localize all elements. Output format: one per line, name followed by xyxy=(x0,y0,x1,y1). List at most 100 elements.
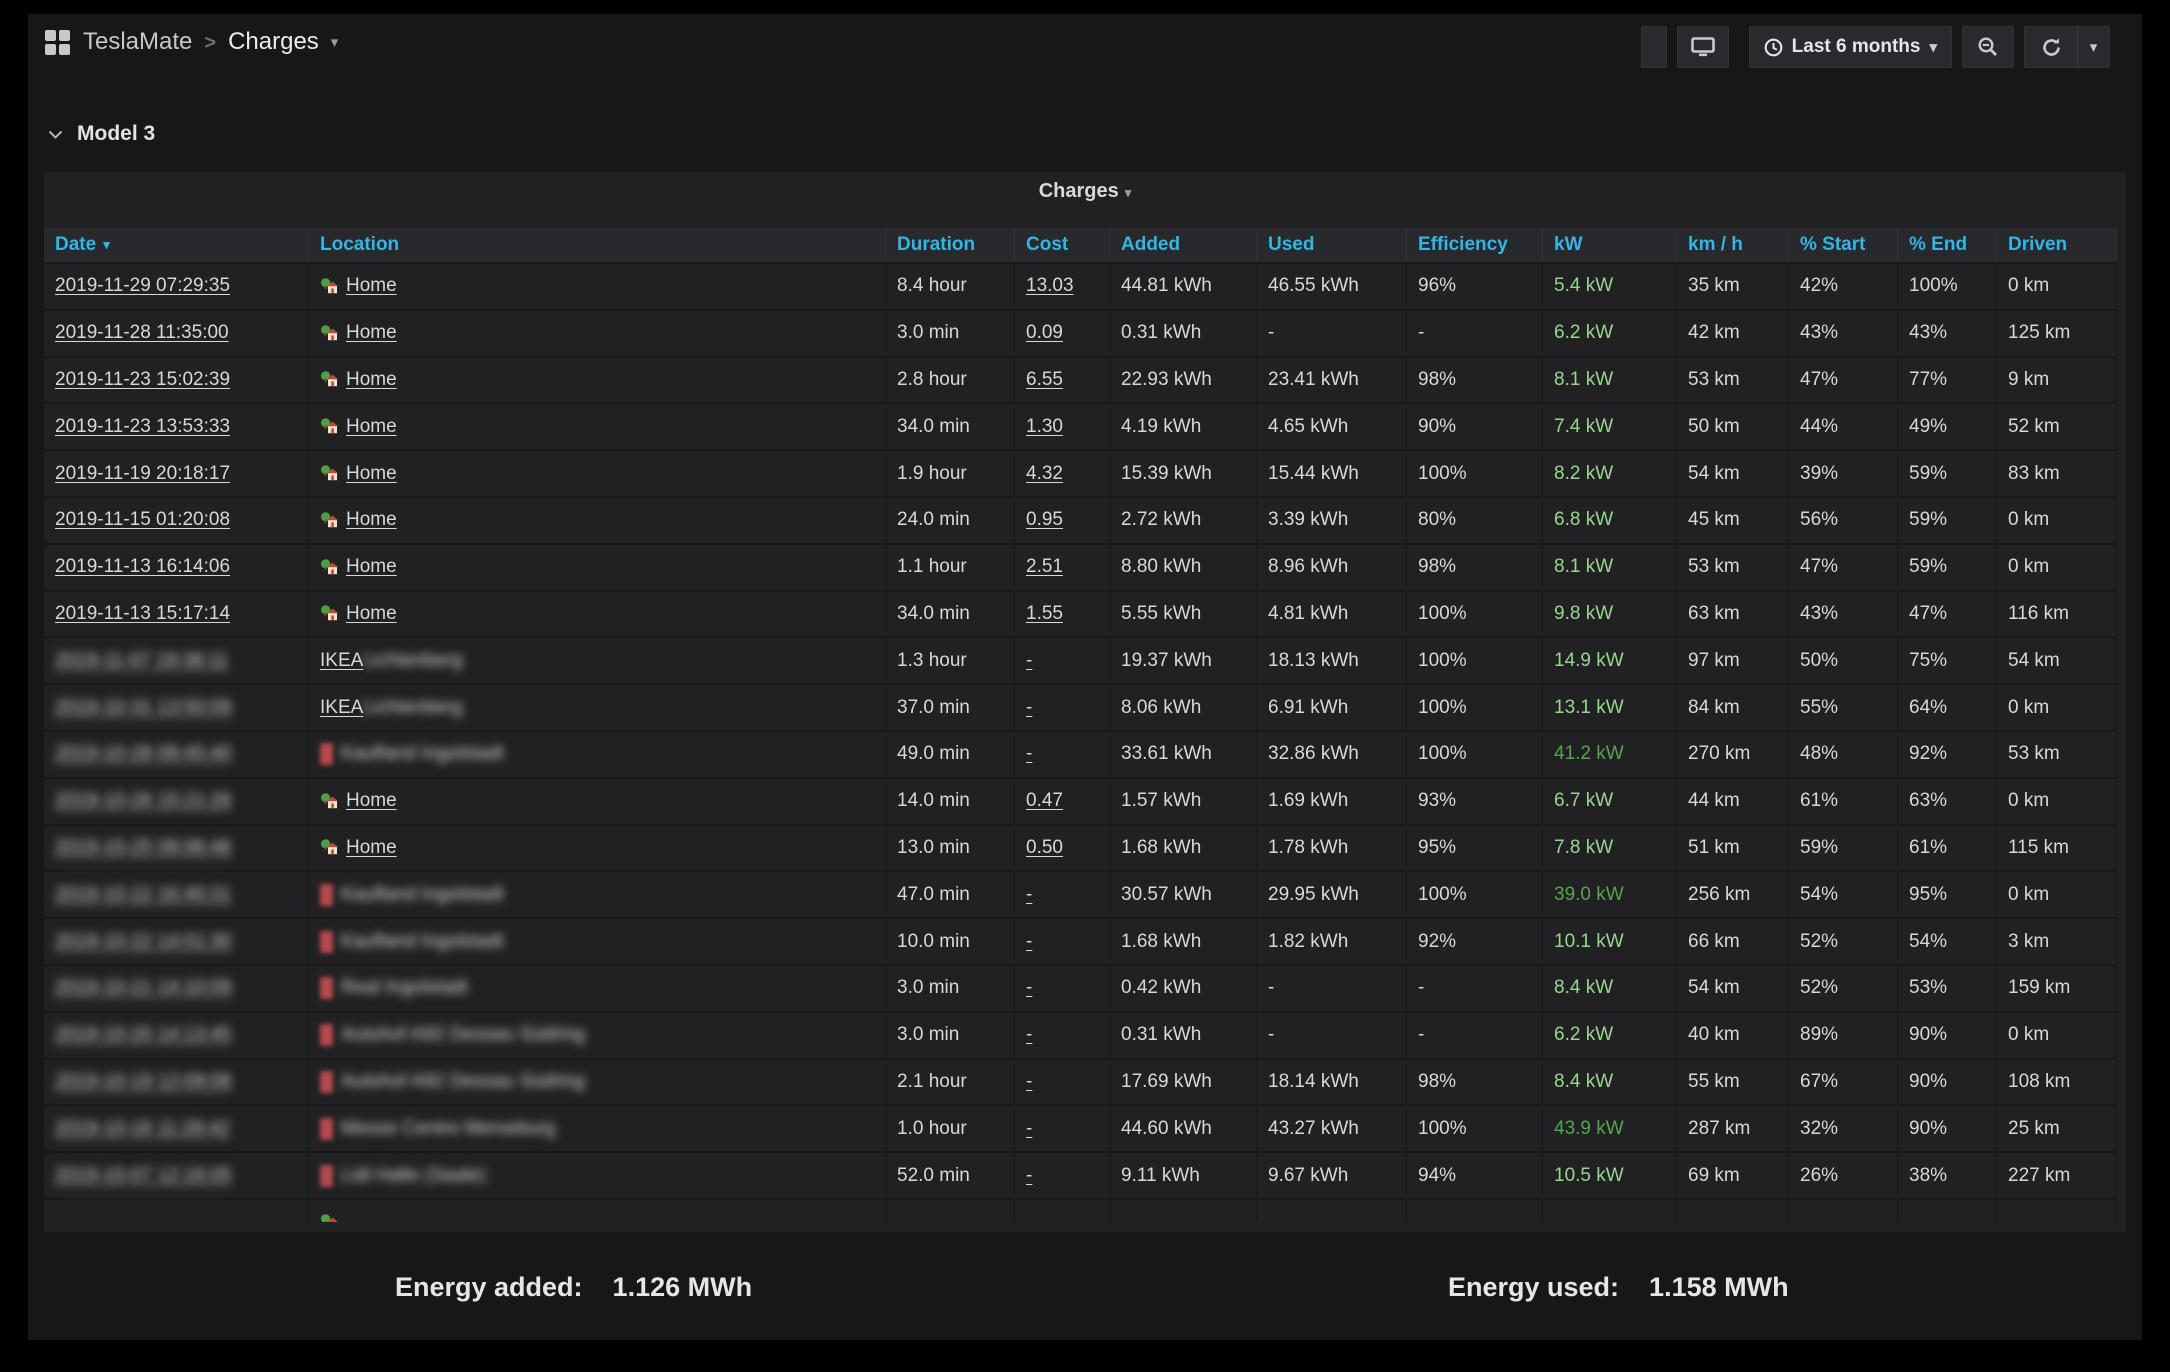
cost-link[interactable]: 13.03 xyxy=(1026,275,1074,297)
cell-used: 3.39 kWh xyxy=(1257,497,1407,543)
charge-date-link[interactable]: 2019-11-13 15:17:14 xyxy=(55,602,231,624)
refresh-interval-button[interactable]: ▾ xyxy=(2077,26,2109,68)
tv-view-button[interactable] xyxy=(1676,26,1729,68)
cell-driven: 52 km xyxy=(1997,404,2117,450)
location-link[interactable]: Home xyxy=(346,602,397,624)
column-header-location[interactable]: Location xyxy=(309,228,886,262)
cost-link[interactable]: - xyxy=(1026,1070,1033,1092)
cost-link[interactable]: 2.51 xyxy=(1026,556,1063,578)
column-header-start[interactable]: % Start xyxy=(1789,228,1898,262)
cell-duration: 8.4 hour xyxy=(886,264,1015,309)
column-header-kmh[interactable]: km / h xyxy=(1677,228,1789,262)
location-link[interactable]: Home xyxy=(346,556,397,578)
dashboards-grid-icon[interactable] xyxy=(44,29,71,56)
zoom-out-button[interactable] xyxy=(1962,26,2014,68)
cell-added: 44.81 kWh xyxy=(1110,264,1257,309)
kw-value: 43.9 kW xyxy=(1554,1117,1624,1139)
cost-link[interactable]: 6.55 xyxy=(1026,368,1063,390)
charge-date-link[interactable]: 2019-10-21 14:10:09 xyxy=(55,977,232,999)
cost-link[interactable]: 4.32 xyxy=(1026,462,1063,484)
cost-link[interactable]: 0.50 xyxy=(1026,836,1063,858)
cell-efficiency: 100% xyxy=(1407,872,1543,918)
cost-link[interactable]: - xyxy=(1026,649,1033,671)
cell-added: 0.42 kWh xyxy=(1110,965,1257,1011)
dashboard-row-header[interactable]: Model 3 xyxy=(48,122,155,146)
location-link[interactable]: IKEA xyxy=(320,696,364,718)
cost-link[interactable]: - xyxy=(1026,1117,1033,1139)
charge-date-link[interactable]: 2019-10-16 11:28:42 xyxy=(55,1117,231,1139)
charge-date-link[interactable]: 2019-11-29 07:29:35 xyxy=(55,275,231,297)
cell-added: 1.57 kWh xyxy=(1110,778,1257,824)
cost-link[interactable]: 1.55 xyxy=(1026,602,1063,624)
column-header-used[interactable]: Used xyxy=(1257,228,1407,262)
cost-link[interactable]: - xyxy=(1026,977,1033,999)
charge-date-link[interactable]: 2019-11-15 01:20:08 xyxy=(55,509,231,531)
location-link[interactable]: Home xyxy=(346,790,397,812)
charge-date-link[interactable]: 2019-10-22 16:40:31 xyxy=(55,883,232,905)
cost-link[interactable]: - xyxy=(1026,743,1033,765)
cell-added: 5.55 kWh xyxy=(1110,591,1257,637)
charge-date-link[interactable]: 2019-11-13 16:14:06 xyxy=(55,556,231,578)
kw-value: 8.1 kW xyxy=(1554,556,1614,578)
location-link[interactable]: Home xyxy=(346,462,397,484)
cell-start: 55% xyxy=(1789,685,1898,730)
charge-date-link[interactable]: 2019-11-23 15:02:39 xyxy=(55,368,231,390)
cell-kmh: 84 km xyxy=(1677,685,1789,730)
charge-date-link[interactable]: 2019-10-22 14:01:30 xyxy=(55,930,232,952)
cost-link[interactable]: - xyxy=(1026,696,1033,718)
charge-date-link[interactable]: 2019-11-28 11:35:00 xyxy=(55,322,229,344)
location-link[interactable]: Home xyxy=(346,275,397,297)
cell-efficiency: 98% xyxy=(1407,544,1543,590)
cell-driven: 9 km xyxy=(1997,357,2117,403)
cell-driven: 0 km xyxy=(1997,544,2117,590)
charge-date-link[interactable]: 2019-10-19 12:09:08 xyxy=(55,1070,232,1092)
cell-start xyxy=(1789,1199,1898,1222)
cost-link[interactable]: - xyxy=(1026,883,1033,905)
location-link[interactable]: Home xyxy=(346,322,397,344)
column-header-driven[interactable]: Driven xyxy=(1997,228,2117,262)
charge-date-link[interactable]: 2019-11-07 19:38:11 xyxy=(55,649,229,671)
cost-link[interactable]: - xyxy=(1026,1164,1033,1186)
column-header-added[interactable]: Added xyxy=(1110,228,1257,262)
location-link[interactable]: Home xyxy=(346,415,397,437)
cell-date: 2019-11-28 11:35:00 xyxy=(44,310,309,356)
location-pin-icon xyxy=(320,1117,333,1140)
panel-title[interactable]: Charges ▾ xyxy=(1038,180,1132,202)
location-link[interactable]: Home xyxy=(346,836,397,858)
table-row xyxy=(44,1199,2117,1222)
column-header-cost[interactable]: Cost xyxy=(1015,228,1110,262)
chevron-down-icon[interactable]: ▾ xyxy=(330,34,339,51)
breadcrumb-page[interactable]: Charges xyxy=(228,28,319,55)
cost-link[interactable]: 0.95 xyxy=(1026,509,1063,531)
charge-date-link[interactable]: 2019-10-07 12:16:05 xyxy=(55,1164,232,1186)
column-header-kw[interactable]: kW xyxy=(1543,228,1677,262)
column-header-efficiency[interactable]: Efficiency xyxy=(1407,228,1543,262)
cell-start: 59% xyxy=(1789,825,1898,871)
charge-date-link[interactable]: 2019-10-28 09:45:40 xyxy=(55,743,232,765)
column-header-end[interactable]: % End xyxy=(1898,228,1997,262)
time-range-picker[interactable]: Last 6 months ▾ xyxy=(1748,26,1952,68)
charge-date-link[interactable]: 2019-10-26 15:21:26 xyxy=(55,790,232,812)
cost-link[interactable]: 0.09 xyxy=(1026,322,1063,344)
location-link[interactable]: Home xyxy=(346,368,397,390)
charge-date-link[interactable]: 2019-10-20 14:13:45 xyxy=(55,1024,232,1046)
table-row: 2019-11-28 11:35:00 Home 3.0 min 0.09 0.31 k… xyxy=(44,310,2117,358)
location-link[interactable]: IKEA xyxy=(320,649,364,671)
column-header-duration[interactable]: Duration xyxy=(886,228,1015,262)
sort-desc-icon: ▾ xyxy=(103,237,110,252)
cost-link[interactable]: - xyxy=(1026,930,1033,952)
top-nav-bar: TeslaMate > Charges ▾ Last 6 months ▾ xyxy=(28,14,2142,80)
cost-link[interactable]: 0.47 xyxy=(1026,790,1063,812)
cell-start: 52% xyxy=(1789,965,1898,1011)
charge-date-link[interactable]: 2019-11-23 13:53:33 xyxy=(55,415,231,437)
cost-link[interactable]: 1.30 xyxy=(1026,415,1063,437)
charge-date-link[interactable]: 2019-11-19 20:18:17 xyxy=(55,462,231,484)
refresh-button[interactable] xyxy=(2025,26,2077,68)
charge-date-link[interactable]: 2019-10-31 13:50:09 xyxy=(55,696,232,718)
location-link[interactable]: Home xyxy=(346,509,397,531)
cost-link[interactable]: - xyxy=(1026,1024,1033,1046)
column-header-date[interactable]: Date ▾ xyxy=(44,228,309,262)
charge-date-link[interactable]: 2019-10-25 09:06:46 xyxy=(55,836,232,858)
star-button[interactable] xyxy=(1640,26,1667,68)
breadcrumb-app[interactable]: TeslaMate xyxy=(83,28,193,55)
